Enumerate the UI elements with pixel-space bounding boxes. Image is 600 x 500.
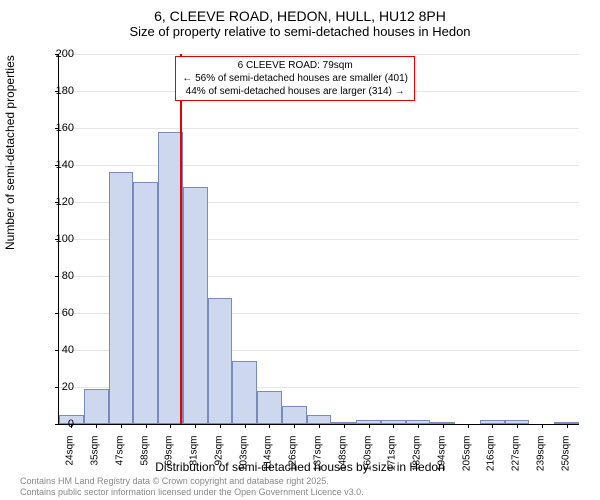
xtick-label: 35sqm bbox=[90, 436, 101, 486]
xtick-label: 250sqm bbox=[560, 436, 571, 486]
gridline bbox=[59, 128, 579, 129]
xtick-label: 58sqm bbox=[139, 436, 150, 486]
ytick-label: 20 bbox=[44, 381, 74, 393]
histogram-bar bbox=[257, 391, 282, 424]
xtick-label: 205sqm bbox=[461, 436, 472, 486]
xtick-label: 81sqm bbox=[189, 436, 200, 486]
xtick-mark bbox=[492, 424, 493, 428]
ytick-label: 60 bbox=[44, 307, 74, 319]
chart-title: 6, CLEEVE ROAD, HEDON, HULL, HU12 8PH Si… bbox=[0, 0, 600, 39]
gridline bbox=[59, 165, 579, 166]
xtick-mark bbox=[220, 424, 221, 428]
anno-line-2: ← 56% of semi-detached houses are smalle… bbox=[182, 72, 408, 85]
xtick-label: 137sqm bbox=[313, 436, 324, 486]
ytick-label: 80 bbox=[44, 270, 74, 282]
title-line-1: 6, CLEEVE ROAD, HEDON, HULL, HU12 8PH bbox=[0, 8, 600, 24]
ytick-label: 180 bbox=[44, 85, 74, 97]
anno-line-1: 6 CLEEVE ROAD: 79sqm bbox=[182, 59, 408, 72]
ytick-label: 160 bbox=[44, 122, 74, 134]
xtick-mark bbox=[418, 424, 419, 428]
ytick-label: 0 bbox=[44, 418, 74, 430]
xtick-label: 103sqm bbox=[238, 436, 249, 486]
histogram-bar bbox=[133, 182, 158, 424]
xtick-mark bbox=[443, 424, 444, 428]
histogram-bar bbox=[183, 187, 208, 424]
xtick-label: 239sqm bbox=[535, 436, 546, 486]
ytick-label: 40 bbox=[44, 344, 74, 356]
xtick-mark bbox=[146, 424, 147, 428]
xtick-mark bbox=[517, 424, 518, 428]
xtick-mark bbox=[245, 424, 246, 428]
xtick-mark bbox=[195, 424, 196, 428]
xtick-mark bbox=[344, 424, 345, 428]
xtick-mark bbox=[542, 424, 543, 428]
xtick-label: 92sqm bbox=[213, 436, 224, 486]
xtick-mark bbox=[369, 424, 370, 428]
histogram-bar bbox=[84, 389, 109, 424]
histogram-bar bbox=[109, 172, 134, 424]
marker-line bbox=[180, 54, 182, 424]
xtick-label: 194sqm bbox=[436, 436, 447, 486]
histogram-bar bbox=[307, 415, 332, 424]
chart-plot-area: 6 CLEEVE ROAD: 79sqm← 56% of semi-detach… bbox=[58, 54, 579, 425]
xtick-label: 69sqm bbox=[164, 436, 175, 486]
xtick-mark bbox=[393, 424, 394, 428]
xtick-mark bbox=[294, 424, 295, 428]
histogram-bar bbox=[232, 361, 257, 424]
ytick-label: 200 bbox=[44, 48, 74, 60]
xtick-label: 227sqm bbox=[511, 436, 522, 486]
xtick-mark bbox=[567, 424, 568, 428]
xtick-mark bbox=[269, 424, 270, 428]
histogram-bar bbox=[208, 298, 233, 424]
xtick-mark bbox=[121, 424, 122, 428]
xtick-label: 126sqm bbox=[288, 436, 299, 486]
xtick-label: 216sqm bbox=[486, 436, 497, 486]
anno-line-3: 44% of semi-detached houses are larger (… bbox=[182, 85, 408, 98]
xtick-label: 148sqm bbox=[337, 436, 348, 486]
xtick-label: 24sqm bbox=[65, 436, 76, 486]
xtick-label: 182sqm bbox=[412, 436, 423, 486]
marker-annotation: 6 CLEEVE ROAD: 79sqm← 56% of semi-detach… bbox=[175, 56, 415, 101]
xtick-mark bbox=[468, 424, 469, 428]
ytick-label: 140 bbox=[44, 159, 74, 171]
ytick-label: 100 bbox=[44, 233, 74, 245]
histogram-bar bbox=[158, 132, 183, 424]
title-line-2: Size of property relative to semi-detach… bbox=[0, 24, 600, 39]
y-axis-label: Number of semi-detached properties bbox=[3, 55, 17, 250]
xtick-mark bbox=[170, 424, 171, 428]
xtick-label: 47sqm bbox=[114, 436, 125, 486]
footer-line-2: Contains public sector information licen… bbox=[20, 487, 364, 498]
histogram-bar bbox=[282, 406, 307, 425]
xtick-label: 114sqm bbox=[263, 436, 274, 486]
xtick-mark bbox=[96, 424, 97, 428]
xtick-mark bbox=[319, 424, 320, 428]
xtick-label: 171sqm bbox=[387, 436, 398, 486]
gridline bbox=[59, 54, 579, 55]
ytick-label: 120 bbox=[44, 196, 74, 208]
xtick-label: 160sqm bbox=[362, 436, 373, 486]
